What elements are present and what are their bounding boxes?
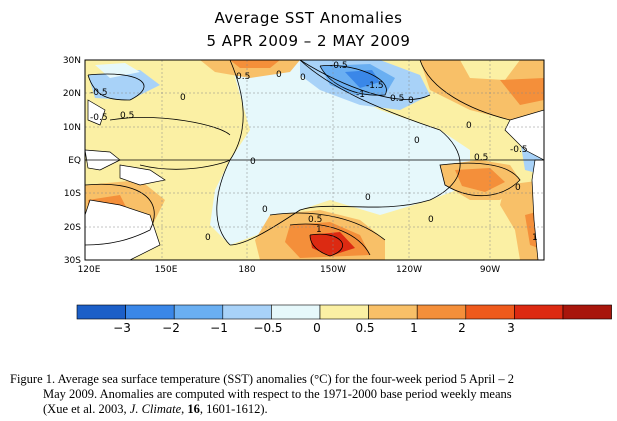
- lon-label: 150W: [320, 265, 346, 275]
- contour-label: 0: [205, 233, 211, 243]
- contour-label: 1: [532, 233, 538, 243]
- caption-line-2: May 2009. Anomalies are computed with re…: [43, 387, 512, 401]
- new-guinea-land: [119, 164, 166, 186]
- hot-north-top: [230, 60, 280, 68]
- colorbar-cell: [514, 304, 564, 320]
- colorbar-cell: [319, 304, 369, 320]
- contour-label: 0: [428, 215, 434, 225]
- lat-label: 20N: [63, 89, 81, 99]
- hottest-south-central: [310, 232, 355, 256]
- lat-label: 10N: [63, 123, 81, 133]
- contour-label: 0: [414, 136, 420, 146]
- colorbar-cell: [222, 304, 272, 320]
- contour-label: -1: [356, 90, 365, 100]
- contour-label: 0.5: [236, 72, 250, 82]
- contour-label: 0.5: [120, 111, 134, 121]
- contour-label: 0: [466, 121, 472, 131]
- colorbar-tick: −0.5: [253, 321, 282, 335]
- contour-label: -0.5: [90, 113, 108, 123]
- figure-caption: Figure 1. Average sea surface temperatur…: [10, 372, 610, 417]
- contour-label: -0.5: [330, 61, 348, 71]
- caption-citation-post: , 1601-1612).: [199, 402, 268, 416]
- lon-label: 180: [238, 265, 255, 275]
- colorbar-cell: [76, 304, 126, 320]
- contour-lines: [85, 60, 521, 257]
- south-america-land: [531, 159, 544, 260]
- contour-label: 0: [250, 157, 256, 167]
- caption-citation-pre: (Xue et al. 2003,: [43, 402, 130, 416]
- contour-label: -0.5: [510, 145, 528, 155]
- colorbar-cell: [173, 304, 224, 320]
- caption-citation-sep: ,: [181, 402, 188, 416]
- contour-label: 0: [276, 70, 282, 80]
- contour-label: 0.5: [308, 215, 322, 225]
- caption-line-1: Figure 1. Average sea surface temperatur…: [10, 372, 514, 386]
- contour-label: -1.5: [366, 81, 384, 91]
- lon-label: 150E: [155, 265, 178, 275]
- colorbar-tick: −2: [162, 321, 180, 335]
- contour-label: 0: [365, 193, 371, 203]
- colorbar-cell: [416, 304, 467, 320]
- near-zero-region: [210, 60, 470, 245]
- contour-label: 1: [316, 225, 322, 235]
- contour-label: 0: [515, 183, 521, 193]
- colorbar-tick: −1: [210, 321, 228, 335]
- lon-label: 120W: [396, 265, 422, 275]
- contour-label: 0: [300, 73, 306, 83]
- map-frame: [84, 59, 545, 261]
- colorbar-tick: 3: [507, 321, 515, 335]
- colorbar-cell: [271, 304, 321, 320]
- colorbar-cell: [125, 304, 175, 320]
- contour-label: 0.5: [390, 94, 404, 104]
- colorbar-tick: 1: [410, 321, 418, 335]
- colorbar-tick: 0.5: [355, 321, 374, 335]
- lat-label: 30N: [63, 56, 81, 66]
- caption-volume: 16: [187, 402, 200, 416]
- colorbar-cell: [562, 304, 612, 320]
- central-america-land: [504, 109, 544, 161]
- colorbar-tick: 0: [313, 321, 321, 335]
- caption-line-3: (Xue et al. 2003, J. Climate, 16, 1601-1…: [10, 402, 610, 417]
- chart-title: Average SST Anomalies: [214, 9, 403, 27]
- colorbar-cell: [368, 304, 418, 320]
- caption-journal: J. Climate: [129, 402, 182, 416]
- colorbar-cell: [465, 304, 515, 320]
- lat-label: 30S: [64, 256, 81, 266]
- australia-land: [85, 199, 161, 260]
- lat-label: EQ: [68, 156, 81, 166]
- hot-northeast: [500, 78, 544, 105]
- map-gridlines: [85, 60, 544, 260]
- contour-label: 0: [180, 93, 186, 103]
- chart-subtitle: 5 APR 2009 – 2 MAY 2009: [206, 32, 411, 50]
- contour-label: 0.5: [474, 153, 488, 163]
- lat-label: 10S: [64, 189, 81, 199]
- lon-label: 120E: [78, 265, 101, 275]
- colorbar-cells: [76, 304, 612, 320]
- lon-label: 90W: [480, 265, 500, 275]
- contour-label: 0: [262, 205, 268, 215]
- lat-label: 20S: [64, 223, 81, 233]
- contour-label: 0: [408, 96, 414, 106]
- philippines-land: [87, 99, 106, 126]
- warm-north-top: [200, 60, 300, 78]
- colorbar-tick: 2: [458, 321, 466, 335]
- warm-northeast-region: [420, 60, 544, 120]
- hot-east-equatorial: [455, 168, 505, 192]
- colorbar-tick: −3: [113, 321, 131, 335]
- colorbar-tick-labels: −3 −2 −1 −0.5 0 0.5 1 2 3: [113, 321, 515, 335]
- cool-northwest-region: [88, 70, 160, 100]
